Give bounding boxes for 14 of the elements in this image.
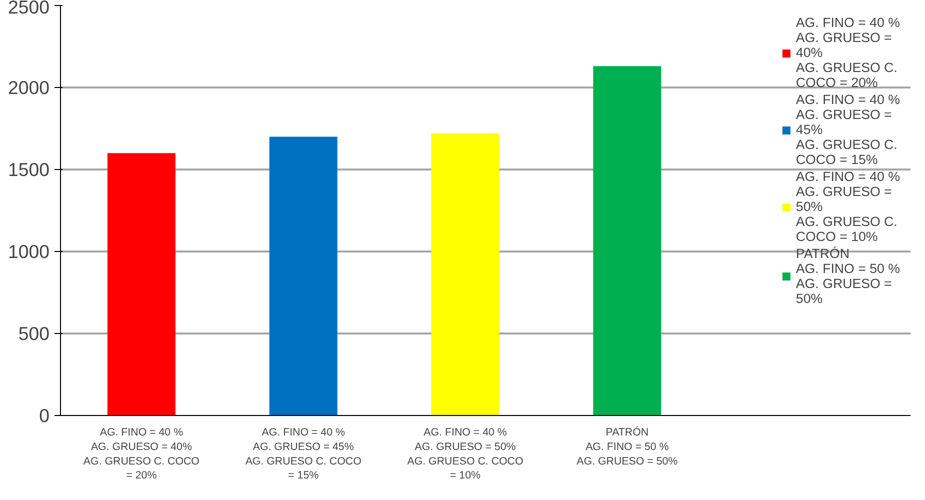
x-tick-label: AG. FINO = 40 % AG. GRUESO = 45% AG. GRUESO C. COCO = 15%: [245, 426, 362, 482]
y-tick-label: 500: [18, 323, 50, 344]
x-tick-label: PATRÓN AG. FINO = 50 % AG. GRUESO = 50%: [576, 426, 678, 468]
y-tick-label: 1500: [8, 159, 50, 180]
y-tick-label: 1000: [8, 241, 50, 262]
legend-label: AG. FINO = 40 % AG. GRUESO = 50% AG. GRUESO C. COCO = 10%: [796, 169, 900, 244]
legend-label: AG. FINO = 40 % AG. GRUESO = 45% AG. GRUESO C. COCO = 15%: [796, 92, 900, 167]
y-tick-label: 2500: [8, 0, 50, 18]
legend-label: AG. FINO = 40 % AG. GRUESO = 40% AG. GRUESO C. COCO = 20%: [796, 15, 900, 90]
x-tick-label: AG. FINO = 40 % AG. GRUESO = 50% AG. GRUESO C. COCO = 10%: [407, 426, 524, 482]
y-tick-label: 2000: [8, 77, 50, 98]
y-tick-label: 0: [39, 405, 50, 426]
x-tick-label: AG. FINO = 40 % AG. GRUESO = 40% AG. GRUESO C. COCO = 20%: [83, 426, 200, 482]
legend-label: PATRÓN AG. FINO = 50 % AG. GRUESO = 50%: [796, 246, 900, 306]
